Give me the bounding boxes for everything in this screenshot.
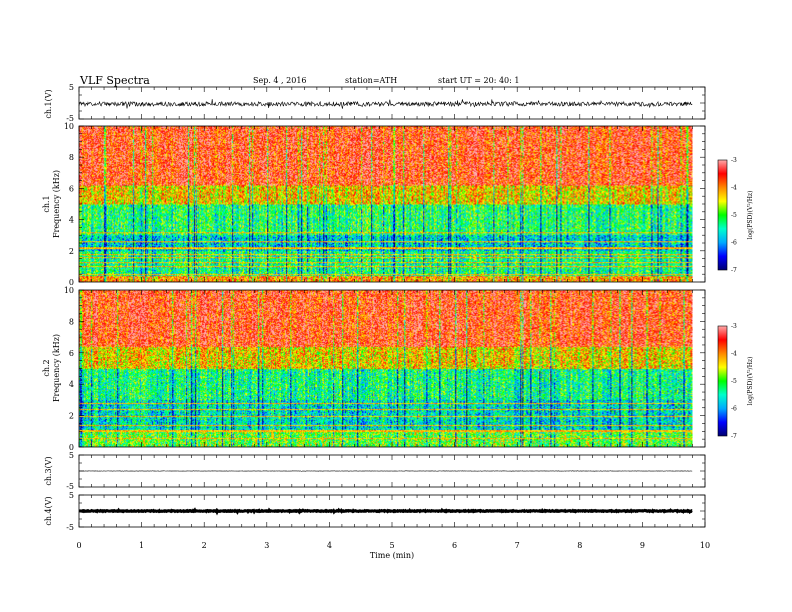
ch1-ytick-0: 0 — [69, 278, 74, 287]
ch1-channel-label: ch.1 — [42, 195, 51, 212]
ch2-ytick-0: 0 — [69, 443, 74, 452]
x-tick-labels: 0 1 2 3 4 5 6 7 8 9 10 — [76, 541, 710, 550]
x-tick-3: 3 — [264, 541, 269, 550]
ch2-ytick-8: 8 — [69, 317, 74, 326]
ch1-ytick-top: 5 — [69, 83, 74, 92]
panel-ch1-waveform: 5 -5 ch.1(V) — [44, 83, 706, 123]
x-tick-0: 0 — [76, 541, 81, 550]
colorbar-ch1: -3 -4 -5 -6 -7 log(PSD)(V²/Hz) — [717, 157, 754, 274]
x-tick-4: 4 — [327, 541, 332, 550]
ch1-frequency-label: Frequency (kHz) — [52, 170, 61, 238]
colorbar-ch2: -3 -4 -5 -6 -7 log(PSD)(V²/Hz) — [717, 323, 754, 440]
ch2-frequency-label: Frequency (kHz) — [52, 334, 61, 402]
ch3-waveform-ylabel: ch.3(V) — [44, 456, 53, 485]
x-tick-10: 10 — [700, 541, 710, 550]
x-tick-7: 7 — [515, 541, 520, 550]
ch2-channel-label: ch.2 — [42, 359, 51, 376]
x-tick-9: 9 — [640, 541, 645, 550]
ch1-waveform-trace — [78, 99, 693, 109]
ch3-ytick-bottom: -5 — [66, 482, 74, 491]
axis-tick-marks — [78, 86, 706, 528]
x-tick-8: 8 — [577, 541, 582, 550]
colorbar-ch1-tick-minus5: -5 — [731, 212, 737, 219]
colorbar-ch1-tick-minus6: -6 — [731, 240, 737, 247]
colorbar-ch2-tick-minus5: -5 — [731, 378, 737, 385]
ch1-ytick-6: 6 — [69, 184, 74, 193]
ch1-ytick-bottom: -5 — [66, 114, 74, 123]
ch4-waveform-trace — [78, 507, 693, 516]
colorbar-ch1-tick-minus4: -4 — [731, 185, 737, 192]
colorbar-ch2-label: log(PSD)(V²/Hz) — [747, 357, 754, 406]
ch2-ytick-6: 6 — [69, 349, 74, 358]
figure-title: VLF Spectra — [79, 74, 150, 87]
x-tick-1: 1 — [139, 541, 144, 550]
ch3-waveform-trace — [78, 470, 693, 472]
ch4-ytick-top: 5 — [69, 491, 74, 500]
ch2-ytick-2: 2 — [69, 412, 74, 421]
x-tick-2: 2 — [202, 541, 207, 550]
ch2-ytick-4: 4 — [69, 380, 74, 389]
colorbar-ch1-tick-minus3: -3 — [731, 157, 737, 164]
colorbar-ch2-tick-minus7: -7 — [731, 433, 737, 440]
ch1-ytick-2: 2 — [69, 247, 74, 256]
panel-ch2-spectrogram: 0 2 4 6 8 10 ch.2 Frequency (kHz) — [42, 286, 706, 452]
colorbar-ch1-tick-minus7: -7 — [731, 267, 737, 274]
ch1-waveform-ylabel: ch.1(V) — [44, 89, 53, 118]
panel-ch1-spectrogram: 0 2 4 6 8 10 ch.1 Frequency (kHz) — [42, 122, 706, 287]
ch2-spectrogram-yticks: 0 2 4 6 8 10 — [64, 286, 74, 452]
ch1-ytick-4: 4 — [69, 216, 74, 225]
header-station: station=ATH — [345, 76, 397, 85]
ch1-spectrogram-image — [79, 126, 693, 282]
panel-ch4-waveform: 5 -5 ch.4(V) — [44, 491, 706, 532]
ch1-ytick-8: 8 — [69, 153, 74, 162]
x-tick-6: 6 — [452, 541, 457, 550]
header-date: Sep. 4 , 2016 — [253, 76, 307, 85]
panel-ch3-waveform: 5 -5 ch.3(V) — [44, 451, 706, 491]
colorbar-ch2-scale — [717, 325, 728, 437]
ch2-spectrogram-image — [79, 290, 693, 447]
colorbar-ch1-ticks: -3 -4 -5 -6 -7 — [731, 157, 737, 274]
ch4-waveform-ylabel: ch.4(V) — [44, 496, 53, 525]
ch1-ytick-10: 10 — [64, 122, 74, 131]
colorbar-ch2-tick-minus4: -4 — [731, 351, 737, 358]
ch4-ytick-bottom: -5 — [66, 523, 74, 532]
ch3-ytick-top: 5 — [69, 451, 74, 460]
colorbar-ch1-scale — [717, 159, 728, 271]
colorbar-ch1-label: log(PSD)(V²/Hz) — [747, 191, 754, 240]
colorbar-ch2-tick-minus3: -3 — [731, 323, 737, 330]
colorbar-ch2-tick-minus6: -6 — [731, 406, 737, 413]
ch1-spectrogram-yticks: 0 2 4 6 8 10 — [64, 122, 74, 287]
ch2-ytick-10: 10 — [64, 286, 74, 295]
header-start-ut: start UT = 20: 40: 1 — [438, 76, 519, 85]
colorbar-ch2-ticks: -3 -4 -5 -6 -7 — [731, 323, 737, 440]
x-tick-5: 5 — [389, 541, 394, 550]
x-axis-label: Time (min) — [370, 551, 414, 560]
